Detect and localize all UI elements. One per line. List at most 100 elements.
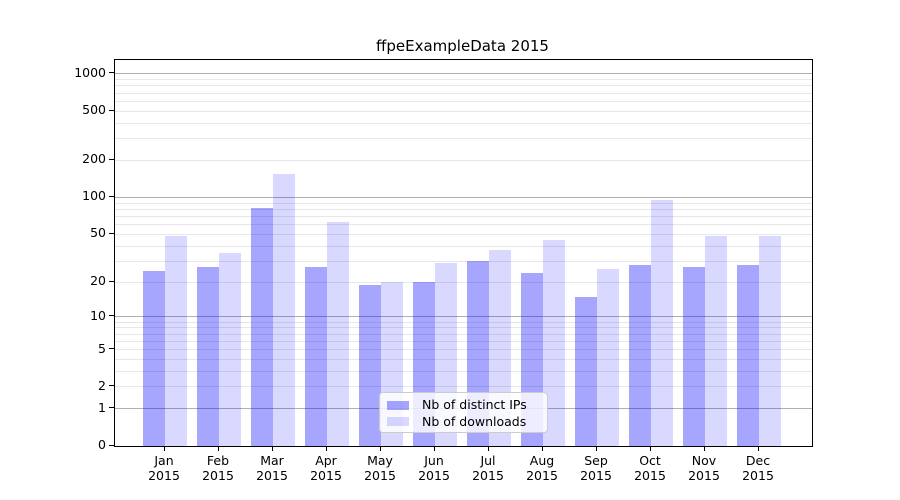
gridline-800: [115, 85, 812, 87]
gridline-60: [115, 224, 812, 226]
y-tick-1: [109, 407, 114, 409]
chart-title: ffpeExampleData 2015: [376, 37, 549, 55]
bar-nb-of-downloads-aug-2015: [543, 239, 565, 446]
bar-nb-of-distinct-ips-feb-2015: [197, 266, 219, 446]
x-tick-label-nov-2015: Nov 2015: [688, 453, 720, 483]
gridline-5: [115, 349, 812, 350]
y-tick-label-100: 100: [82, 188, 106, 204]
x-tick-may-2015: [379, 446, 381, 451]
y-tick-500: [109, 109, 114, 111]
legend-swatch-distinct-ips: [387, 400, 409, 410]
legend-label-downloads: Nb of downloads: [422, 413, 527, 429]
x-tick-label-jun-2015: Jun 2015: [418, 453, 450, 483]
x-tick-label-jan-2015: Jan 2015: [148, 453, 180, 483]
x-tick-label-dec-2015: Dec 2015: [742, 453, 774, 483]
x-tick-label-feb-2015: Feb 2015: [202, 453, 234, 483]
y-tick-2: [109, 385, 114, 387]
x-tick-label-apr-2015: Apr 2015: [310, 453, 342, 483]
y-tick-label-200: 200: [82, 151, 106, 167]
legend: Nb of distinct IPs Nb of downloads: [379, 392, 548, 433]
x-tick-dec-2015: [757, 446, 759, 451]
gridline-600: [115, 100, 812, 102]
x-tick-label-aug-2015: Aug 2015: [526, 453, 558, 483]
y-tick-label-500: 500: [82, 102, 106, 118]
gridline-20: [115, 281, 812, 283]
y-tick-label-20: 20: [90, 273, 106, 289]
bar-nb-of-downloads-sep-2015: [597, 268, 619, 446]
gridline-7: [115, 333, 812, 335]
y-tick-label-0: 0: [98, 437, 106, 452]
x-tick-oct-2015: [649, 446, 651, 451]
x-tick-label-sep-2015: Sep 2015: [580, 453, 612, 483]
x-tick-feb-2015: [217, 446, 219, 451]
bar-nb-of-distinct-ips-mar-2015: [251, 208, 273, 446]
gridline-8: [115, 327, 812, 329]
legend-row-downloads: Nb of downloads: [387, 414, 547, 431]
bar-nb-of-downloads-feb-2015: [219, 253, 241, 446]
bar-nb-of-distinct-ips-apr-2015: [305, 266, 327, 446]
gridline-700: [115, 92, 812, 94]
x-tick-label-oct-2015: Oct 2015: [634, 453, 666, 483]
bar-nb-of-downloads-nov-2015: [705, 236, 727, 446]
x-tick-sep-2015: [595, 446, 597, 451]
gridline-2: [115, 386, 812, 388]
legend-label-distinct-ips: Nb of distinct IPs: [422, 397, 527, 413]
gridline-100: [115, 196, 812, 198]
y-tick-20: [109, 280, 114, 282]
y-tick-0: [109, 444, 114, 446]
gridline-6: [115, 340, 812, 342]
bar-nb-of-distinct-ips-nov-2015: [683, 266, 705, 446]
gridline-500: [115, 110, 812, 112]
x-tick-mar-2015: [271, 446, 273, 451]
x-tick-label-may-2015: May 2015: [364, 453, 396, 483]
bar-nb-of-distinct-ips-oct-2015: [629, 264, 651, 446]
y-tick-label-50: 50: [90, 225, 106, 241]
bar-nb-of-distinct-ips-may-2015: [359, 284, 381, 446]
bar-nb-of-downloads-jan-2015: [165, 236, 187, 446]
gridline-70: [115, 215, 812, 217]
x-tick-aug-2015: [541, 446, 543, 451]
gridline-900: [115, 79, 812, 81]
y-tick-50: [109, 232, 114, 234]
gridline-200: [115, 159, 812, 161]
x-tick-label-mar-2015: Mar 2015: [256, 453, 288, 483]
x-tick-nov-2015: [703, 446, 705, 451]
gridline-80: [115, 208, 812, 210]
gridline-40: [115, 245, 812, 247]
y-tick-100: [109, 195, 114, 197]
gridline-300: [115, 138, 812, 140]
bar-nb-of-distinct-ips-dec-2015: [737, 264, 759, 446]
bar-nb-of-downloads-dec-2015: [759, 236, 781, 446]
legend-swatch-downloads: [387, 417, 409, 427]
gridline-30: [115, 260, 812, 262]
y-tick-200: [109, 158, 114, 160]
y-tick-label-1000: 1000: [74, 64, 106, 80]
x-tick-jun-2015: [433, 446, 435, 451]
y-tick-1000: [109, 72, 114, 74]
bar-nb-of-downloads-oct-2015: [651, 200, 673, 446]
y-tick-label-10: 10: [90, 307, 106, 323]
y-tick-label-2: 2: [98, 377, 106, 393]
x-tick-label-jul-2015: Jul 2015: [472, 453, 504, 483]
gridline-400: [115, 122, 812, 124]
y-tick-5: [109, 348, 114, 349]
bar-nb-of-distinct-ips-jan-2015: [143, 270, 165, 446]
gridline-10: [115, 316, 812, 318]
gridline-1000: [115, 73, 812, 75]
x-tick-jan-2015: [163, 446, 165, 451]
y-tick-label-5: 5: [98, 340, 106, 356]
x-tick-jul-2015: [487, 446, 489, 451]
bar-nb-of-distinct-ips-sep-2015: [575, 296, 597, 446]
gridline-3: [115, 370, 812, 372]
gridline-4: [115, 358, 812, 360]
plot-area: [114, 59, 813, 447]
bar-nb-of-downloads-mar-2015: [273, 174, 295, 446]
x-tick-apr-2015: [325, 446, 327, 451]
legend-row-distinct-ips: Nb of distinct IPs: [387, 397, 547, 414]
gridline-50: [115, 233, 812, 235]
y-tick-label-1: 1: [98, 399, 106, 415]
gridline-9: [115, 321, 812, 323]
y-tick-10: [109, 315, 114, 317]
gridline-90: [115, 202, 812, 204]
